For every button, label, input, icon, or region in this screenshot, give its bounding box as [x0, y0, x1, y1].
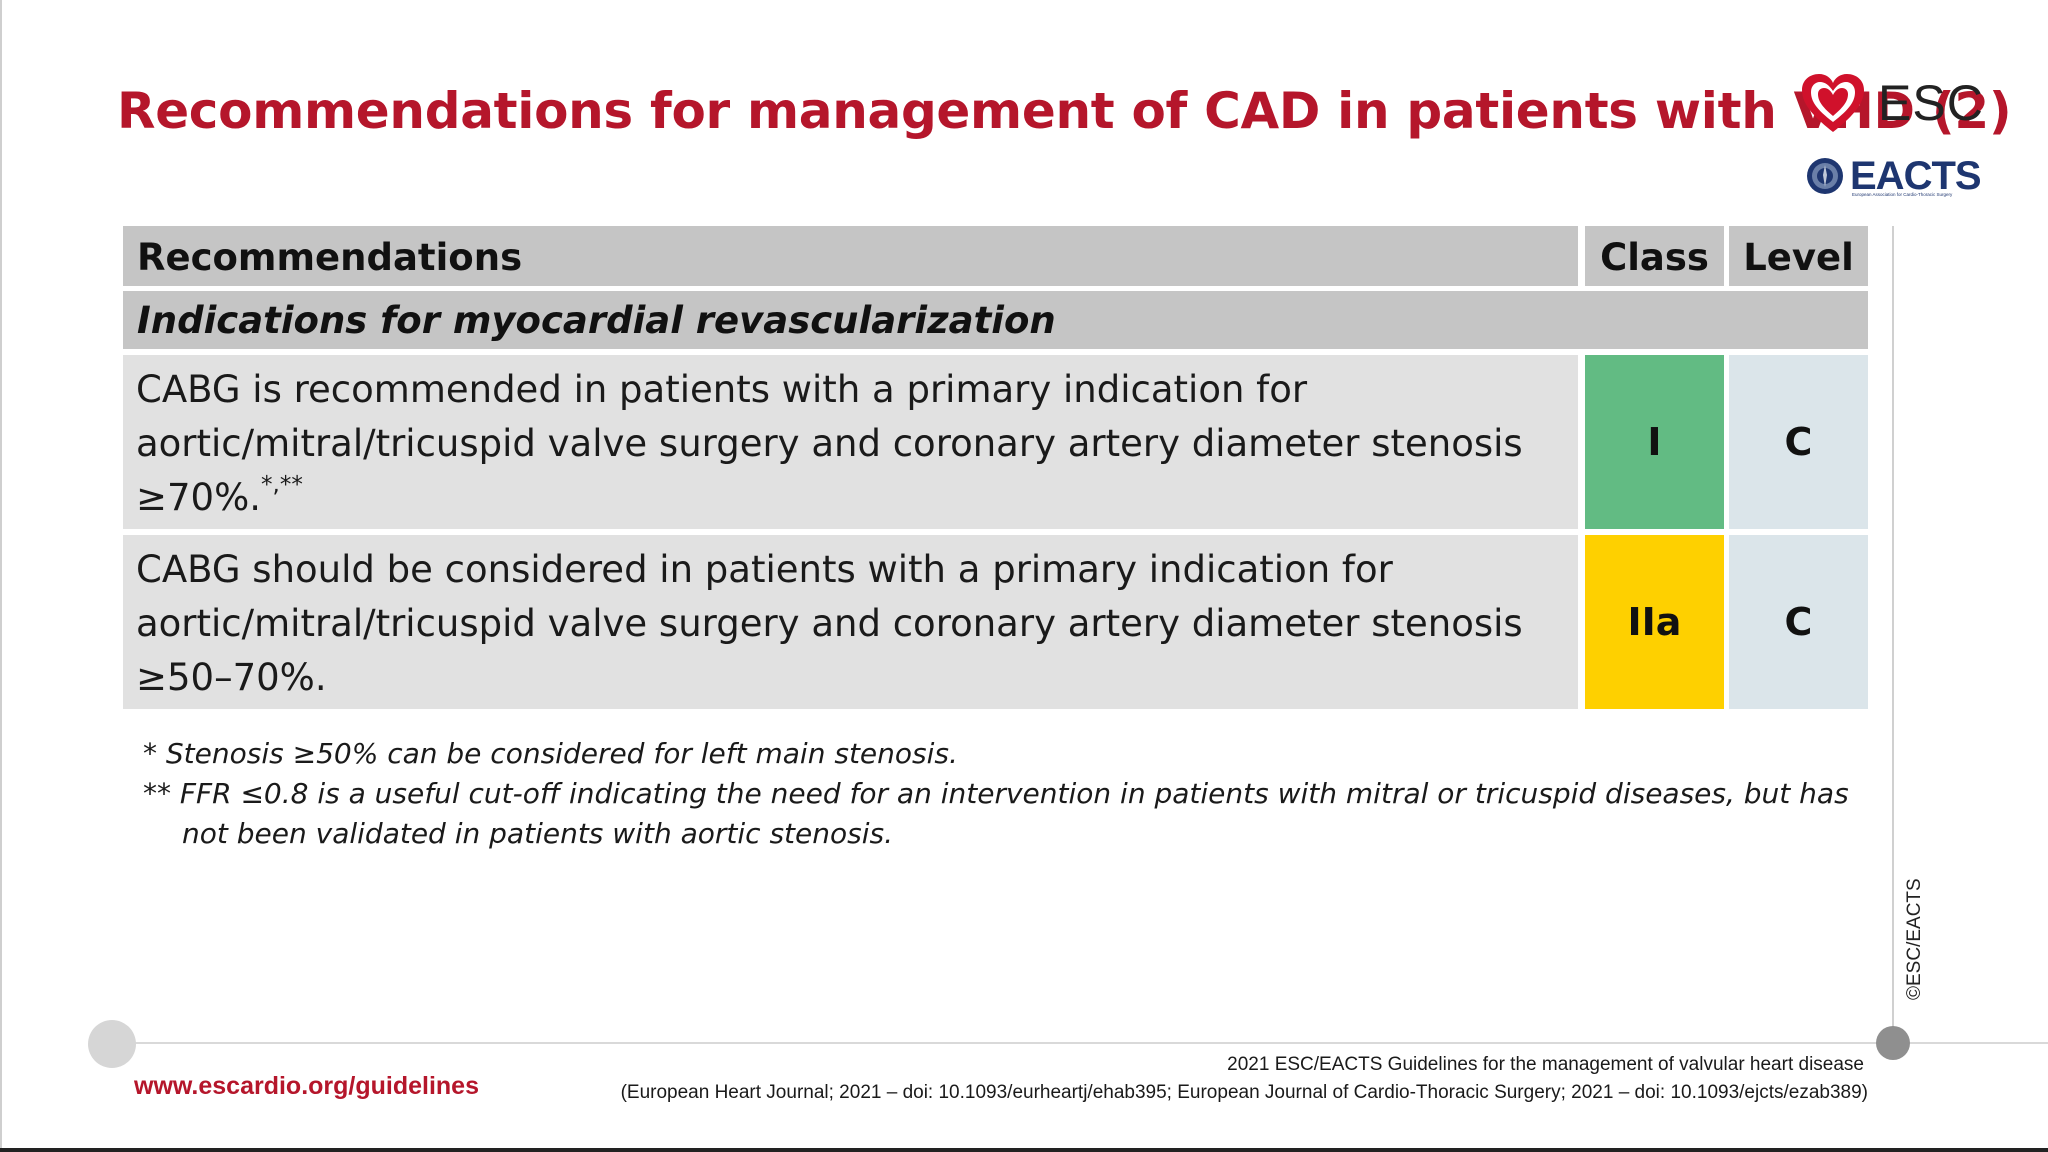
recommendation-line: aortic/mitral/tricuspid valve surgery an…: [136, 602, 1523, 645]
guideline-reference-doi: (European Heart Journal; 2021 – doi: 10.…: [620, 1082, 1868, 1103]
section-heading: Indications for myocardial revasculariza…: [123, 291, 1868, 349]
recommendation-line: ≥70%.*,**: [136, 471, 1565, 525]
recommendation-line: CABG is recommended in patients with a p…: [136, 368, 1308, 411]
recommendation-line: CABG should be considered in patients wi…: [136, 548, 1393, 591]
left-border: [0, 0, 2, 1152]
eacts-wordmark: EACTS: [1850, 154, 1982, 198]
level-cell: C: [1729, 355, 1868, 529]
recommendation-text: CABG is recommended in patients with a p…: [123, 355, 1578, 529]
table-header-row: Recommendations Class Level: [123, 226, 1868, 286]
section-row: Indications for myocardial revasculariza…: [123, 291, 1868, 349]
footnote-marker: *,**: [261, 472, 303, 498]
recommendations-table: Recommendations Class Level Indications …: [123, 226, 1868, 709]
recommendation-line: ≥50–70%.: [136, 656, 327, 699]
class-cell: IIa: [1585, 535, 1724, 709]
esc-wordmark: ESC: [1878, 75, 1984, 131]
header-level: Level: [1729, 226, 1868, 286]
footer-dot-left: [88, 1020, 136, 1068]
footnote-2-continued: not been validated in patients with aort…: [182, 817, 893, 850]
footer-divider: [112, 1042, 2048, 1044]
guidelines-link[interactable]: www.escardio.org/guidelines: [134, 1072, 479, 1100]
eacts-emblem-icon: [1807, 158, 1843, 194]
recommendation-line-text: ≥70%.: [136, 476, 262, 519]
level-cell: C: [1729, 535, 1868, 709]
eacts-logo: EACTS European Association for Cardio-Th…: [1806, 154, 1982, 198]
guideline-reference-title: 2021 ESC/EACTS Guidelines for the manage…: [1227, 1054, 1864, 1075]
class-cell: I: [1585, 355, 1724, 529]
footer-dot-right: [1876, 1026, 1910, 1060]
footnote-1: * Stenosis ≥50% can be considered for le…: [143, 737, 958, 770]
header-class: Class: [1585, 226, 1724, 286]
footnote-2: ** FFR ≤0.8 is a useful cut-off indicati…: [143, 777, 1849, 810]
page-title: Recommendations for management of CAD in…: [117, 82, 2012, 140]
esc-logo: ESC: [1800, 70, 1983, 140]
header-recommendations: Recommendations: [123, 226, 1578, 286]
recommendation-text: CABG should be considered in patients wi…: [123, 535, 1578, 709]
eacts-subtitle: European Association for Cardio-Thoracic…: [1852, 192, 1953, 197]
bottom-border: [0, 1148, 2048, 1152]
table-row: CABG is recommended in patients with a p…: [123, 355, 1868, 529]
copyright-notice: ©ESC/EACTS: [1904, 878, 1925, 1000]
heart-icon: [1802, 74, 1864, 132]
footnotes: * Stenosis ≥50% can be considered for le…: [143, 734, 1849, 854]
vertical-divider: [1892, 226, 1894, 1042]
table-row: CABG should be considered in patients wi…: [123, 535, 1868, 709]
recommendation-line: aortic/mitral/tricuspid valve surgery an…: [136, 422, 1523, 465]
